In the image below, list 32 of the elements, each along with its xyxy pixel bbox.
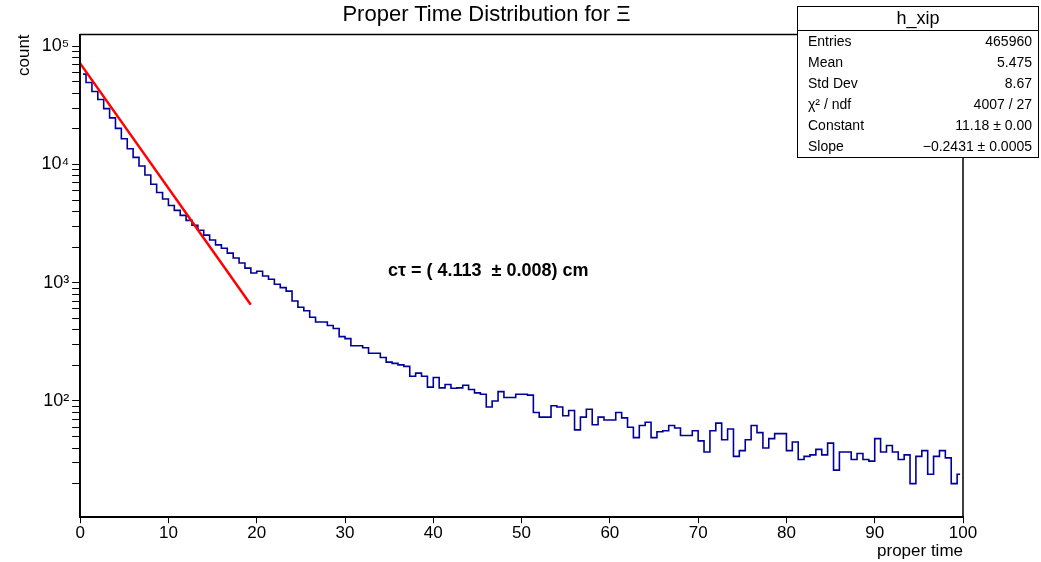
text: 4007 / 27	[973, 96, 1032, 112]
text: h_xip	[798, 7, 1038, 31]
x-tick-label: 50	[512, 523, 532, 543]
x-tick-label: 30	[335, 523, 355, 543]
annotation: Entries	[808, 33, 852, 49]
annotation: Slope	[808, 138, 844, 154]
y-tick-label: 10⁴	[41, 153, 70, 174]
annotation: Constant	[808, 117, 865, 133]
x-tick-label: 10	[158, 523, 178, 543]
text: 8.67	[1004, 75, 1032, 91]
x-tick-label: 70	[688, 523, 708, 543]
x-tick-label: 80	[776, 523, 796, 543]
x-tick-label: 100	[948, 523, 978, 543]
chart-title: Proper Time Distribution for Ξ	[342, 1, 631, 27]
annotation: cτ = ( 4.113 ± 0.008) cm	[388, 260, 589, 281]
x-tick-label: 40	[423, 523, 443, 543]
x-tick-label: 60	[600, 523, 620, 543]
x-tick-label: 20	[247, 523, 267, 543]
annotation: Std Dev	[808, 75, 858, 91]
x-tick-label: 90	[865, 523, 885, 543]
text: 465960	[985, 33, 1032, 49]
annotation: Mean	[808, 54, 844, 70]
y-axis-title: count	[13, 34, 33, 76]
y-tick-label: 10²	[43, 389, 70, 410]
annotation: χ² / ndf	[808, 96, 852, 112]
annotation: −0.2431 ± 0.0005	[922, 138, 1032, 154]
annotation: 11.18 ± 0.00	[955, 117, 1032, 133]
y-tick-label: 10⁵	[41, 35, 70, 56]
text: 5.475	[996, 54, 1032, 70]
y-tick-label: 10³	[43, 271, 70, 292]
x-tick-label: 0	[75, 523, 85, 543]
x-axis-title: proper time	[877, 541, 963, 561]
